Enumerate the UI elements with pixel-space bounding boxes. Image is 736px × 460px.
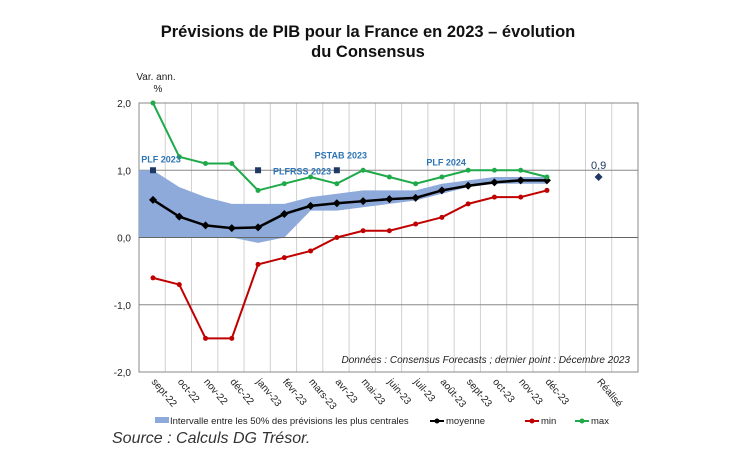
point-max	[176, 154, 182, 160]
point-moyenne	[411, 193, 420, 202]
point-max	[518, 167, 524, 173]
point-min	[544, 187, 550, 193]
point-min	[386, 228, 392, 234]
y-tick-label: 2,0	[117, 99, 131, 110]
central-50pct-band	[139, 170, 547, 243]
realise-marker	[594, 172, 603, 181]
point-moyenne	[254, 223, 263, 232]
legend-label-moyenne: moyenne	[446, 416, 485, 427]
point-moyenne	[437, 186, 446, 195]
point-moyenne	[175, 212, 184, 221]
budget-marker	[333, 167, 340, 174]
point-max	[150, 100, 156, 106]
realise-label: 0,9	[591, 160, 606, 172]
y-tick-label: -1,0	[114, 301, 132, 312]
y-tick-label: 0,0	[117, 234, 131, 245]
point-min	[465, 201, 471, 207]
point-min	[518, 194, 524, 200]
point-min	[413, 221, 419, 227]
budget-marker	[255, 167, 262, 174]
annotation-label: PSTAB 2023	[315, 150, 367, 160]
annotation-label: PLFRSS 2023	[273, 166, 331, 176]
data-source-note: Données : Consensus Forecasts ; dernier …	[342, 355, 631, 366]
point-moyenne	[516, 176, 525, 185]
point-max	[465, 167, 471, 173]
point-moyenne	[280, 209, 289, 218]
point-max	[229, 161, 235, 167]
annotation-label: PLF 2024	[426, 157, 466, 167]
point-moyenne	[464, 181, 473, 190]
point-max	[386, 174, 392, 180]
annotation-label: PLF 2023	[141, 154, 181, 164]
point-max	[439, 174, 445, 180]
series-line-moyenne	[152, 179, 547, 230]
x-tick-label: juil-23	[411, 376, 438, 405]
budget-marker	[150, 167, 156, 174]
x-tick-label: nov-22	[201, 377, 229, 408]
x-tick-label: juin-23	[384, 376, 413, 407]
x-tick-label: févr-23	[280, 377, 309, 408]
x-tick-label: août-23	[438, 377, 469, 410]
point-max	[491, 167, 497, 173]
y-axis-unit: %	[154, 84, 163, 95]
legend-marker-max	[579, 418, 585, 424]
point-min	[229, 335, 235, 341]
x-tick-label: nov-23	[516, 377, 544, 408]
point-max	[308, 174, 314, 180]
legend-marker-min	[529, 418, 535, 424]
point-max	[544, 174, 550, 180]
point-max	[203, 161, 209, 167]
point-min	[255, 261, 261, 267]
legend-label-band: Intervalle entre les 50% des prévisions …	[170, 416, 409, 427]
legend-label-max: max	[591, 416, 609, 427]
x-tick-label: mai-23	[359, 377, 387, 408]
point-min	[176, 282, 182, 288]
point-min	[150, 275, 156, 281]
series-line-min	[152, 189, 548, 340]
source-note: Source : Calculs DG Trésor.	[112, 430, 311, 447]
legend-label-min: min	[541, 416, 556, 427]
x-tick-label: Réalisé	[594, 377, 624, 410]
point-max	[334, 181, 340, 187]
legend-swatch-band	[155, 417, 169, 423]
x-tick-label: sept-22	[149, 377, 179, 410]
point-moyenne	[306, 201, 315, 210]
point-moyenne	[149, 195, 157, 204]
point-moyenne	[227, 224, 236, 233]
x-tick-label: oct-23	[490, 377, 517, 406]
point-min	[360, 228, 366, 234]
point-min	[308, 248, 314, 254]
point-min	[281, 255, 287, 261]
point-moyenne	[359, 197, 368, 206]
x-tick-label: déc-23	[543, 377, 571, 408]
y-tick-label: -2,0	[114, 368, 132, 379]
point-min	[334, 235, 340, 240]
series-line-max	[152, 102, 548, 192]
point-max	[281, 181, 287, 187]
point-moyenne	[490, 178, 499, 187]
point-moyenne	[385, 195, 394, 204]
point-min	[491, 194, 497, 200]
legend-marker-moyenne	[434, 418, 440, 424]
point-max	[255, 187, 261, 193]
y-tick-label: 1,0	[117, 166, 131, 177]
x-tick-label: oct-22	[175, 377, 202, 406]
point-moyenne	[332, 199, 341, 208]
point-moyenne	[201, 221, 210, 230]
x-tick-label: sept-23	[464, 377, 494, 410]
point-min	[439, 214, 445, 220]
y-axis-label: Var. ann.	[136, 72, 175, 83]
point-min	[203, 335, 209, 341]
chart-title-line-1: Prévisions de PIB pour la France en 2023…	[160, 23, 576, 41]
chart-title-line-2: du Consensus	[311, 43, 425, 61]
chart-title: Prévisions de PIB pour la France en 2023…	[0, 22, 736, 62]
point-max	[413, 181, 419, 187]
x-tick-label: janv-23	[253, 376, 283, 409]
x-tick-label: déc-22	[227, 377, 255, 408]
point-max	[360, 167, 366, 173]
